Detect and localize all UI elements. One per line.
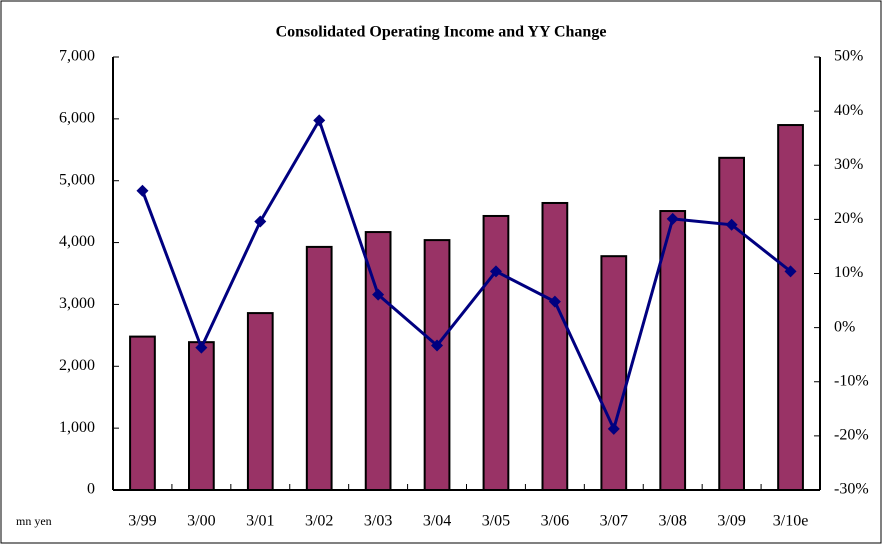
x-tick-label: 3/09: [717, 513, 745, 530]
line-marker: [607, 422, 620, 435]
line-marker: [195, 341, 208, 354]
y2-tick-label: -10%: [834, 372, 869, 389]
line-marker: [372, 288, 385, 301]
line-marker: [313, 114, 326, 127]
bar: [305, 245, 333, 491]
bar: [129, 335, 156, 492]
y-tick-label: 5,000: [59, 171, 95, 188]
line-marker: [254, 215, 267, 228]
y2-tick-label: 0%: [834, 318, 855, 335]
line-marker: [548, 295, 561, 308]
x-tick-label: 3/03: [364, 513, 392, 530]
bar: [246, 312, 274, 491]
x-tick-label: 3/05: [482, 513, 510, 530]
chart-title: Consolidated Operating Income and YY Cha…: [276, 24, 607, 41]
x-tick-label: 3/04: [423, 513, 451, 530]
y2-tick-label: -20%: [834, 427, 869, 444]
bar: [423, 239, 451, 491]
y2-tick-label: 10%: [834, 264, 863, 281]
x-tick-label: 3/01: [246, 513, 274, 530]
line-marker: [136, 184, 149, 197]
x-tick-label: 3/02: [305, 513, 333, 530]
line: [141, 116, 792, 434]
line-marker: [784, 265, 797, 278]
y-tick-label: 7,000: [59, 48, 95, 65]
x-tick-label: 3/99: [128, 513, 156, 530]
line-marker: [666, 212, 679, 225]
bar: [188, 341, 215, 492]
line-marker: [431, 339, 444, 352]
y2-tick-label: 40%: [834, 102, 863, 119]
y-tick-label: 2,000: [59, 357, 95, 374]
unit-annotation: mn yen: [16, 514, 52, 528]
y2-tick-label: 30%: [834, 156, 863, 173]
bar: [541, 201, 569, 492]
x-tick-label: 3/06: [541, 513, 569, 530]
y2-tick-label: -30%: [834, 481, 869, 498]
x-tick-label: 3/07: [600, 513, 628, 530]
x-tick-label: 3/00: [187, 513, 215, 530]
y-tick-label: 1,000: [59, 419, 95, 436]
line-marker: [725, 218, 738, 231]
y-tick-label: 3,000: [59, 295, 95, 312]
y-tick-label: 4,000: [59, 233, 95, 250]
y2-tick-label: 50%: [834, 48, 863, 65]
bar: [600, 255, 628, 491]
bar: [777, 124, 804, 492]
y2-tick-label: 20%: [834, 210, 863, 227]
bar: [482, 214, 510, 491]
line-marker: [489, 265, 502, 278]
x-tick-label: 3/08: [658, 513, 686, 530]
y-tick-label: 0: [87, 481, 95, 498]
x-tick-label: 3/10e: [773, 513, 809, 530]
bar: [718, 156, 745, 491]
y-tick-label: 6,000: [59, 110, 95, 127]
